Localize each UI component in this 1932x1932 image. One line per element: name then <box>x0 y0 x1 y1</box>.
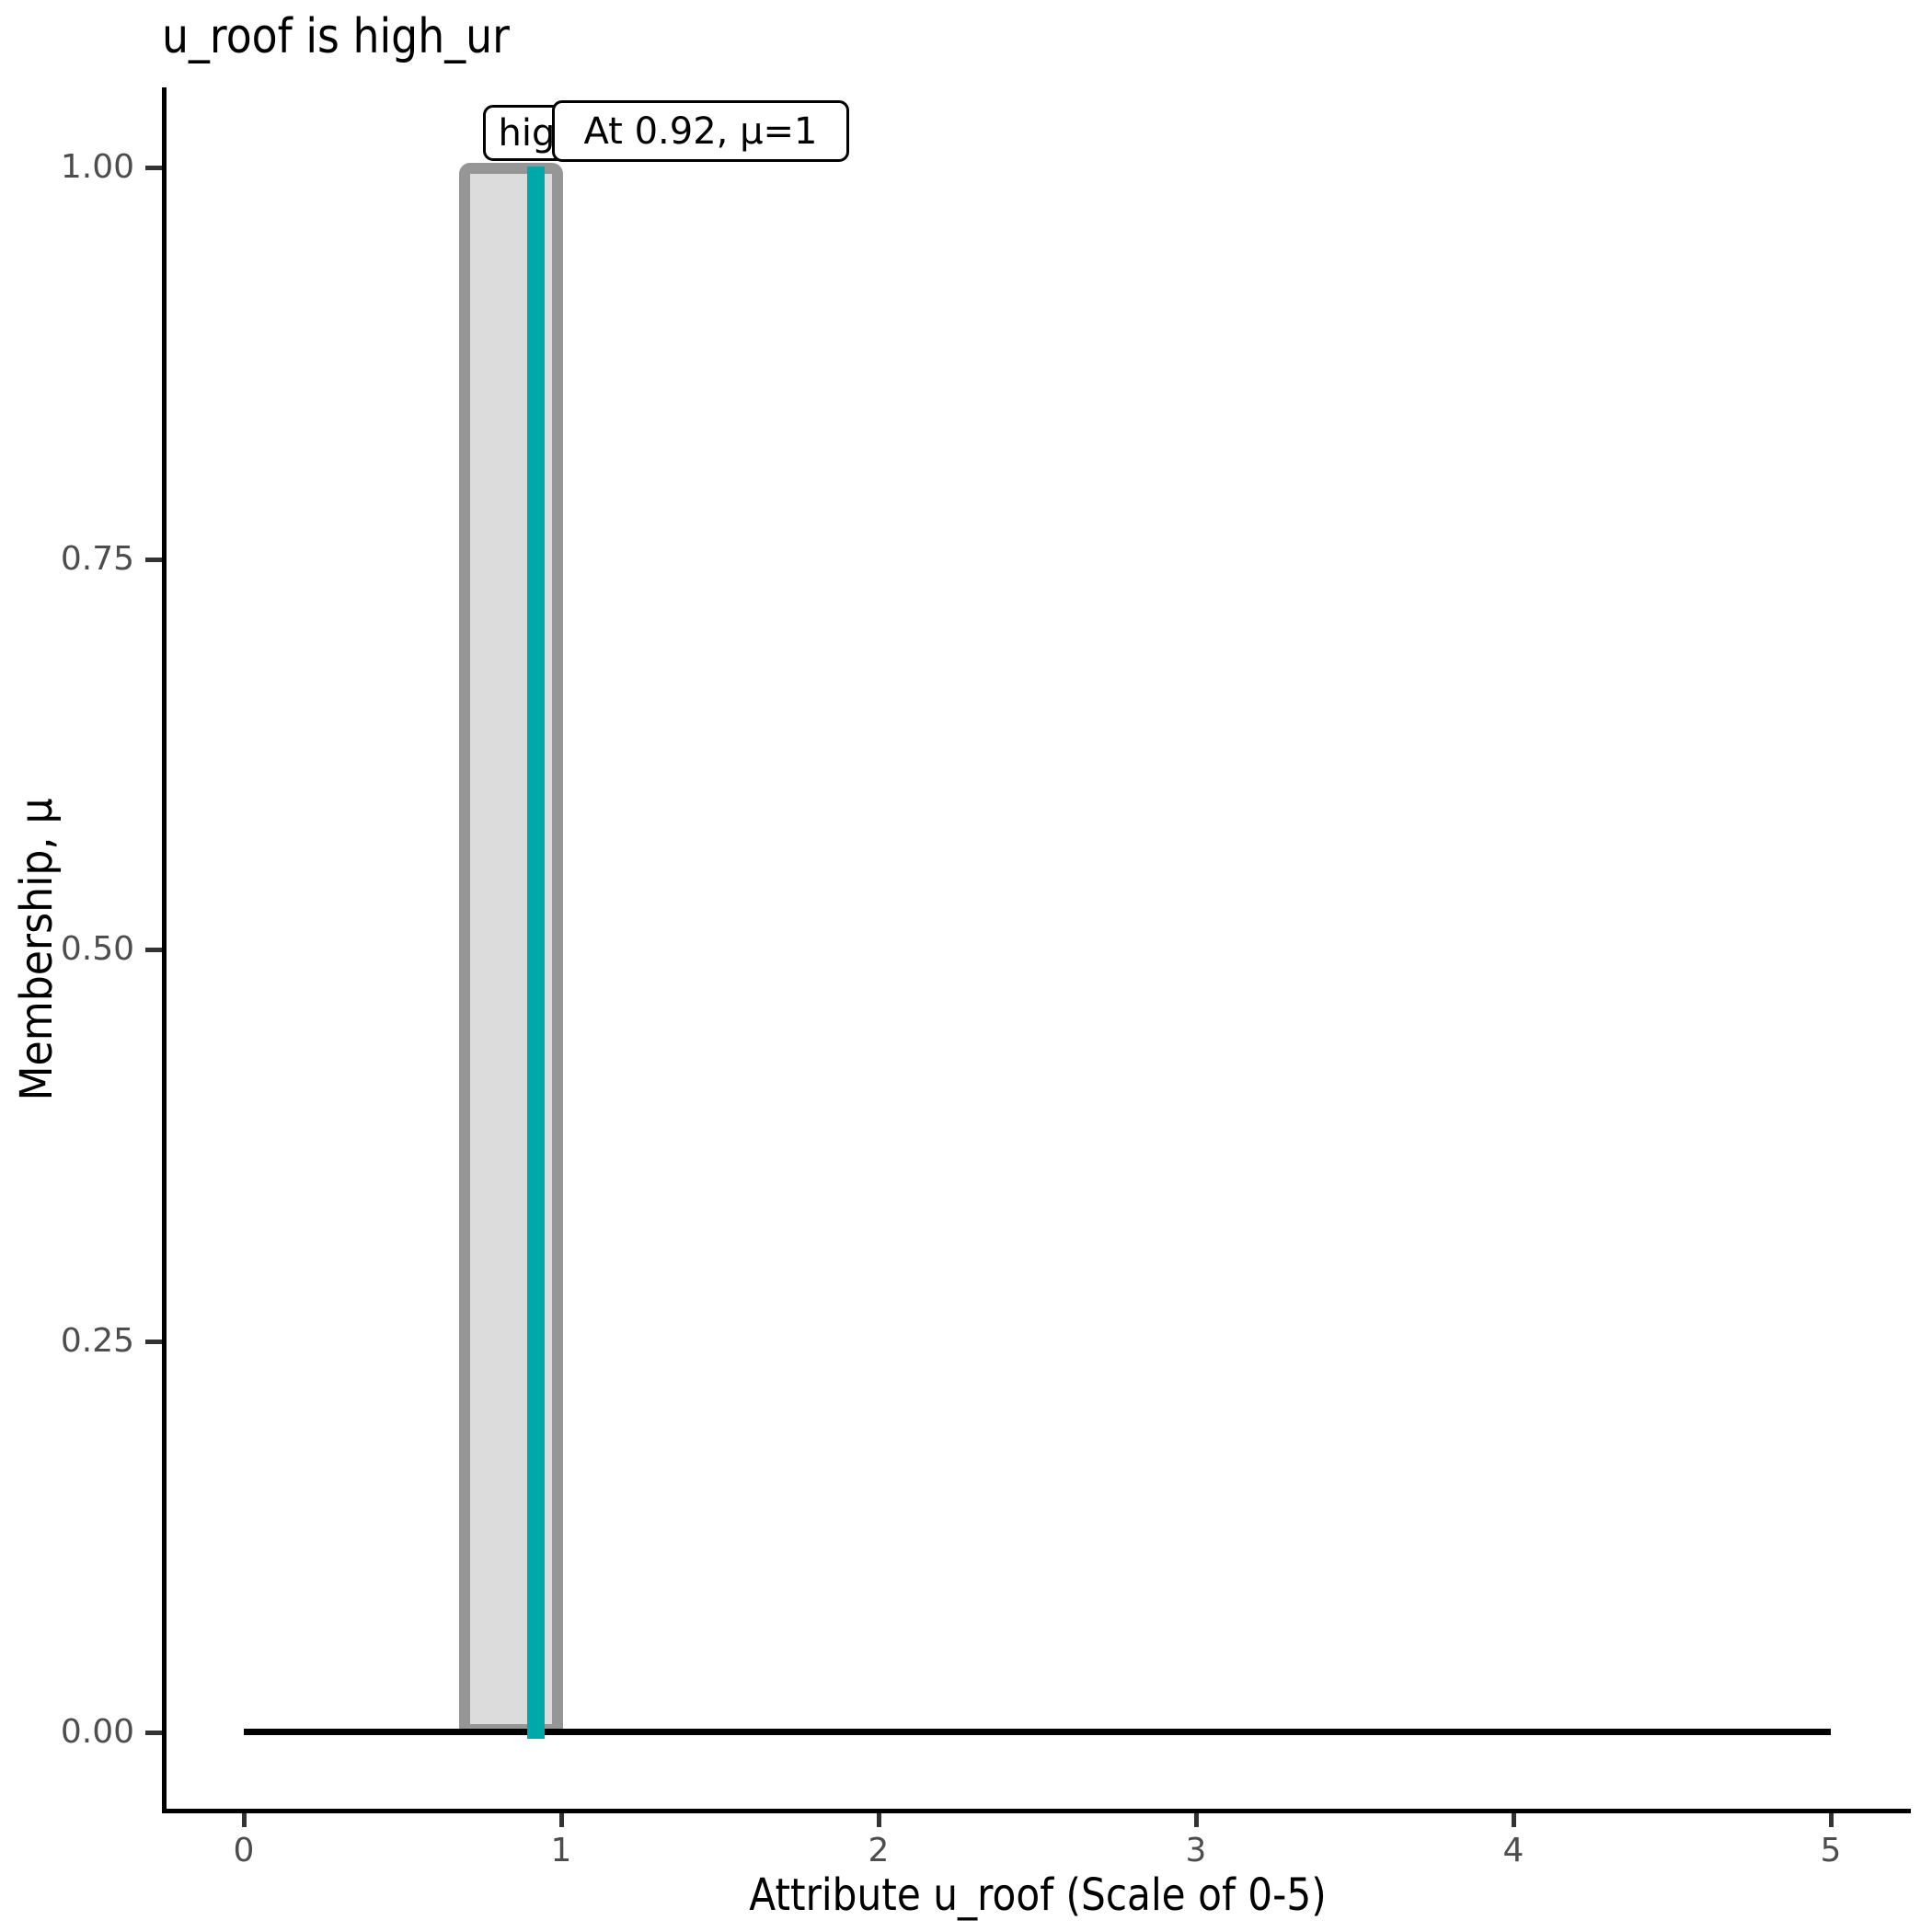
y-tick-label: 0.50 <box>60 930 134 968</box>
plot-title: u_roof is high_ur <box>162 9 510 64</box>
x-tick-label: 5 <box>1820 1832 1842 1869</box>
zero-membership-line <box>244 1729 1831 1735</box>
evaluation-label: At 0.92, μ=1 <box>552 100 849 162</box>
x-tick <box>1512 1813 1516 1827</box>
x-tick-label: 3 <box>1185 1832 1207 1869</box>
x-tick <box>559 1813 564 1827</box>
x-tick <box>1194 1813 1199 1827</box>
y-tick <box>145 948 162 952</box>
x-tick-label: 4 <box>1502 1832 1524 1869</box>
y-axis-title: Membership, μ <box>11 798 63 1101</box>
y-tick <box>145 1340 162 1344</box>
x-axis-line <box>162 1809 1911 1813</box>
y-tick-label: 0.75 <box>60 540 134 578</box>
x-tick-label: 1 <box>550 1832 572 1869</box>
y-tick-label: 1.00 <box>60 148 134 186</box>
fuzzy-set-rectangle <box>459 163 563 1735</box>
x-tick-label: 2 <box>868 1832 890 1869</box>
y-tick <box>145 558 162 562</box>
y-tick-label: 0.25 <box>60 1322 134 1360</box>
y-axis-line <box>162 87 167 1813</box>
y-tick-label: 0.00 <box>60 1713 134 1751</box>
x-tick <box>1829 1813 1834 1827</box>
x-tick-label: 0 <box>233 1832 255 1869</box>
x-axis-title: Attribute u_roof (Scale of 0-5) <box>749 1869 1327 1921</box>
y-tick <box>145 166 162 170</box>
x-tick <box>877 1813 881 1827</box>
input-value-line <box>527 167 545 1739</box>
evaluation-label-text: At 0.92, μ=1 <box>583 109 818 153</box>
y-tick <box>145 1731 162 1735</box>
x-tick <box>242 1813 247 1827</box>
